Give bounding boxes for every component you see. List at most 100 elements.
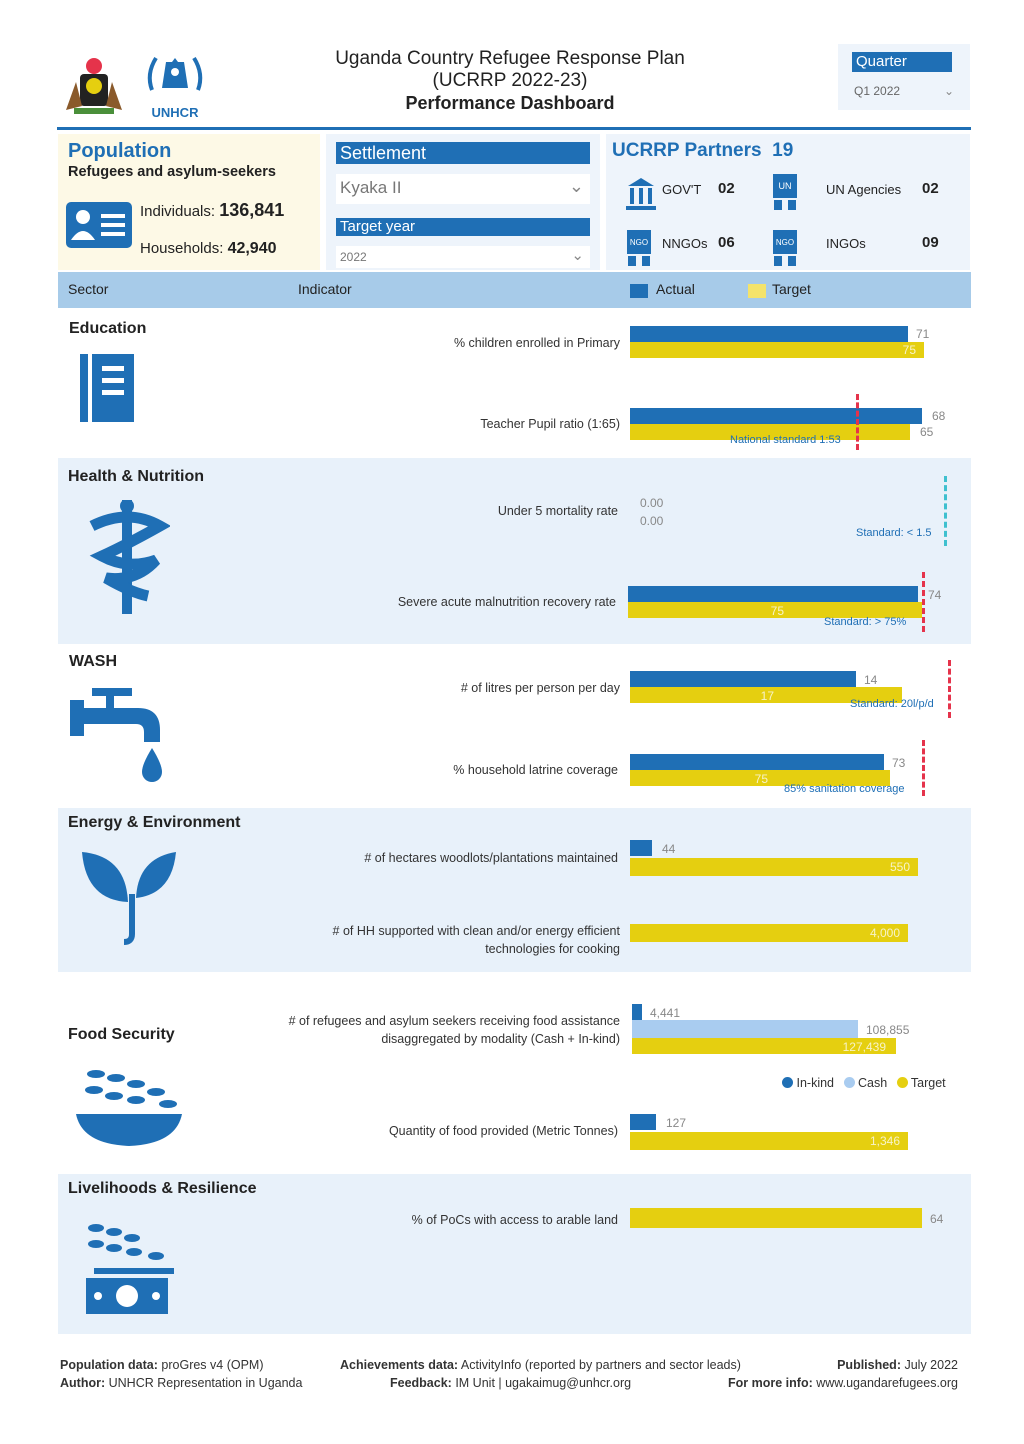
bar-actual (630, 840, 652, 856)
bar-target (632, 1038, 896, 1054)
households-row: Households: 42,940 (140, 240, 277, 257)
chevron-down-icon: ⌄ (571, 247, 584, 264)
value-actual: 127 (666, 1116, 687, 1130)
value-target: 17 (760, 689, 774, 703)
footer-feedback: Feedback: IM Unit | ugakaimug@unhcr.org (390, 1376, 632, 1390)
value-target: 0.00 (640, 514, 664, 528)
nngo-icon: NGO (626, 230, 652, 271)
bar-actual (630, 754, 884, 770)
energy-band (58, 808, 971, 972)
partners-total: 19 (772, 140, 794, 161)
ingo-label: INGOs (826, 236, 866, 251)
value-actual: 71 (916, 327, 930, 341)
unhcr-logo-text: UNHCR (151, 105, 199, 120)
govt-value: 02 (718, 180, 735, 197)
legend-dot-inkind (782, 1077, 793, 1088)
footer-population-source: Population data: proGres v4 (OPM) (60, 1358, 264, 1372)
footer-published: Published: July 2022 (837, 1358, 958, 1372)
bar-target (630, 770, 890, 786)
value-actual: 68 (932, 409, 946, 423)
target-legend-swatch (748, 284, 766, 298)
legend-label-cash: Cash (857, 1076, 888, 1090)
partners-panel: UCRRP Partners 19 GOV'T 02 UN UN Agencie… (606, 134, 970, 270)
legend-dot-cash (843, 1077, 855, 1088)
bar-actual (630, 1114, 656, 1130)
standard-line (944, 476, 947, 546)
page-title: Uganda Country Refugee Response Plan (UC… (250, 48, 770, 114)
value-target: 1,346 (869, 1134, 900, 1148)
bar-actual (628, 586, 918, 602)
indicator-label: % household latrine coverage (453, 763, 618, 777)
sector-food: Food Security (68, 1026, 175, 1043)
value-actual: 14 (864, 673, 878, 687)
population-title: Population (68, 140, 172, 162)
standard-line (922, 740, 925, 796)
legend-dot-target (896, 1077, 908, 1088)
target-year-dropdown[interactable]: 2022 ⌄ (336, 246, 590, 268)
svg-text:NGO: NGO (776, 238, 794, 247)
nngo-value: 06 (718, 234, 735, 251)
bar-target (630, 342, 924, 358)
population-panel: Population Refugees and asylum-seekers I… (58, 134, 320, 270)
ingo-icon: NGO (772, 230, 798, 271)
quarter-dropdown[interactable]: Q1 2022 ⌄ (854, 84, 954, 102)
value-target: 64 (930, 1212, 944, 1226)
value-actual: 0.00 (640, 496, 664, 510)
actual-legend-swatch (630, 284, 648, 298)
standard-line (948, 660, 951, 718)
indicator-label: Quantity of food provided (Metric Tonnes… (388, 1124, 618, 1138)
target-year-value: 2022 (340, 250, 367, 264)
bar-target (630, 1132, 908, 1150)
standard-label: 85% sanitation coverage (784, 783, 905, 795)
nngo-label: NNGOs (662, 236, 708, 251)
footer-achievements-source: Achievements data: ActivityInfo (reporte… (340, 1358, 741, 1372)
food-legend: In-kind Cash Target (782, 1076, 946, 1090)
standard-label: Standard: 20l/p/d (850, 698, 934, 710)
indicator-column-header: Indicator (298, 281, 352, 297)
value-target: 127,439 (842, 1040, 886, 1054)
uganda-coat-of-arms-icon (60, 52, 128, 120)
target-legend-label: Target (772, 281, 811, 297)
sector-column-header: Sector (68, 281, 109, 297)
indicator-label: Severe acute malnutrition recovery rate (397, 595, 616, 609)
settlement-dropdown[interactable]: Kyaka II ⌄ (336, 174, 590, 204)
more-info-link[interactable]: www.ugandarefugees.org (816, 1376, 958, 1390)
caduceus-health-icon (86, 499, 172, 619)
bar-inkind (632, 1004, 642, 1020)
bar-actual (630, 408, 922, 424)
standard-line (922, 572, 925, 632)
quarter-slicer[interactable]: Quarter Q1 2022 ⌄ (838, 44, 970, 110)
value-inkind: 4,441 (650, 1006, 681, 1020)
footer-author: Author: UNHCR Representation in Uganda (60, 1376, 303, 1390)
sector-education: Education (69, 320, 147, 337)
sector-energy: Energy & Environment (68, 814, 241, 831)
government-building-icon (626, 176, 656, 215)
header-divider (57, 127, 971, 130)
indicator-label: # of HH supported with clean and/or ener… (332, 924, 620, 956)
target-year-label: Target year (336, 218, 590, 236)
book-icon (78, 352, 138, 429)
value-actual: 74 (928, 588, 942, 602)
table-header: Sector Indicator Actual Target (58, 272, 971, 308)
value-actual: 44 (662, 842, 676, 856)
value-target: 75 (902, 343, 916, 357)
individuals-row: Individuals: 136,841 (140, 200, 285, 220)
footer-more-info[interactable]: For more info: www.ugandarefugees.org (728, 1376, 958, 1390)
households-value: 42,940 (227, 240, 277, 257)
bar-cash (632, 1020, 858, 1038)
settlement-value: Kyaka II (340, 178, 402, 197)
un-value: 02 (922, 180, 939, 197)
bar-target (630, 858, 918, 876)
standard-label: Standard: < 1.5 (856, 527, 932, 539)
bar-target (628, 602, 922, 618)
govt-label: GOV'T (662, 182, 702, 197)
value-target: 75 (754, 772, 768, 786)
chevron-down-icon: ⌄ (568, 176, 584, 196)
ingo-value: 09 (922, 234, 939, 251)
value-target: 75 (770, 604, 784, 618)
bar-target (630, 924, 908, 942)
title-line-1: Uganda Country Refugee Response Plan (335, 48, 685, 69)
standard-label: Standard: > 75% (824, 616, 907, 628)
quarter-label: Quarter (852, 52, 952, 72)
legend-label-target: Target (910, 1076, 946, 1090)
